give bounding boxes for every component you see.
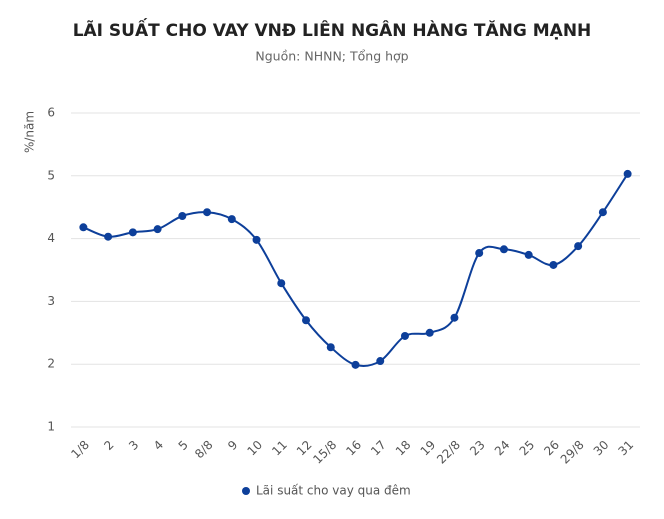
x-tick-label: 3 [126,438,141,453]
y-axis-label: %/năm [23,111,37,153]
x-tick-label: 15/8 [310,438,339,467]
marker [549,260,558,269]
legend-marker [242,487,250,495]
marker [400,331,409,340]
marker [302,316,311,325]
x-tick-label: 23 [467,438,488,459]
marker [499,245,508,254]
marker [79,223,88,232]
x-tick-label: 16 [343,438,364,459]
legend-label: Lãi suất cho vay qua đêm [256,484,411,498]
x-tick-label: 22/8 [434,438,463,467]
x-tick-label: 30 [591,438,612,459]
x-tick-label: 29/8 [558,438,587,467]
marker [104,232,113,241]
marker [574,242,583,251]
x-tick-label: 25 [517,438,538,459]
x-tick-label: 5 [176,438,191,453]
x-tick-label: 10 [244,438,265,459]
y-tick-label: 3 [47,294,55,308]
x-tick-label: 1/8 [68,438,92,462]
x-tick-label: 17 [368,438,389,459]
x-tick-label: 8/8 [192,438,216,462]
marker [252,235,261,244]
x-tick-label: 18 [393,438,414,459]
x-tick-label: 24 [492,438,513,459]
marker [203,208,212,217]
marker [450,313,459,322]
marker [524,250,533,259]
x-tick-label: 2 [101,438,116,453]
marker [351,360,360,369]
y-tick-label: 6 [47,106,55,120]
marker [277,279,286,288]
marker [425,328,434,337]
y-tick-label: 4 [47,231,55,245]
marker [153,225,162,234]
y-tick-label: 2 [47,357,55,371]
marker [475,249,484,258]
x-tick-label: 31 [616,438,637,459]
chart-title: LÃI SUẤT CHO VAY VNĐ LIÊN NGÂN HÀNG TĂNG… [73,17,592,41]
marker [227,215,236,224]
y-tick-label: 1 [47,420,55,434]
x-tick-label: 9 [225,438,240,453]
marker [623,169,632,178]
marker [178,211,187,220]
marker [598,208,607,217]
marker [326,343,335,352]
marker [128,228,137,237]
x-tick-label: 11 [269,438,290,459]
line [82,173,629,367]
marker [376,357,385,366]
chart-subtitle: Nguồn: NHNN; Tổng hợp [255,49,408,64]
x-tick-label: 4 [151,438,166,453]
y-tick-label: 5 [47,168,55,182]
